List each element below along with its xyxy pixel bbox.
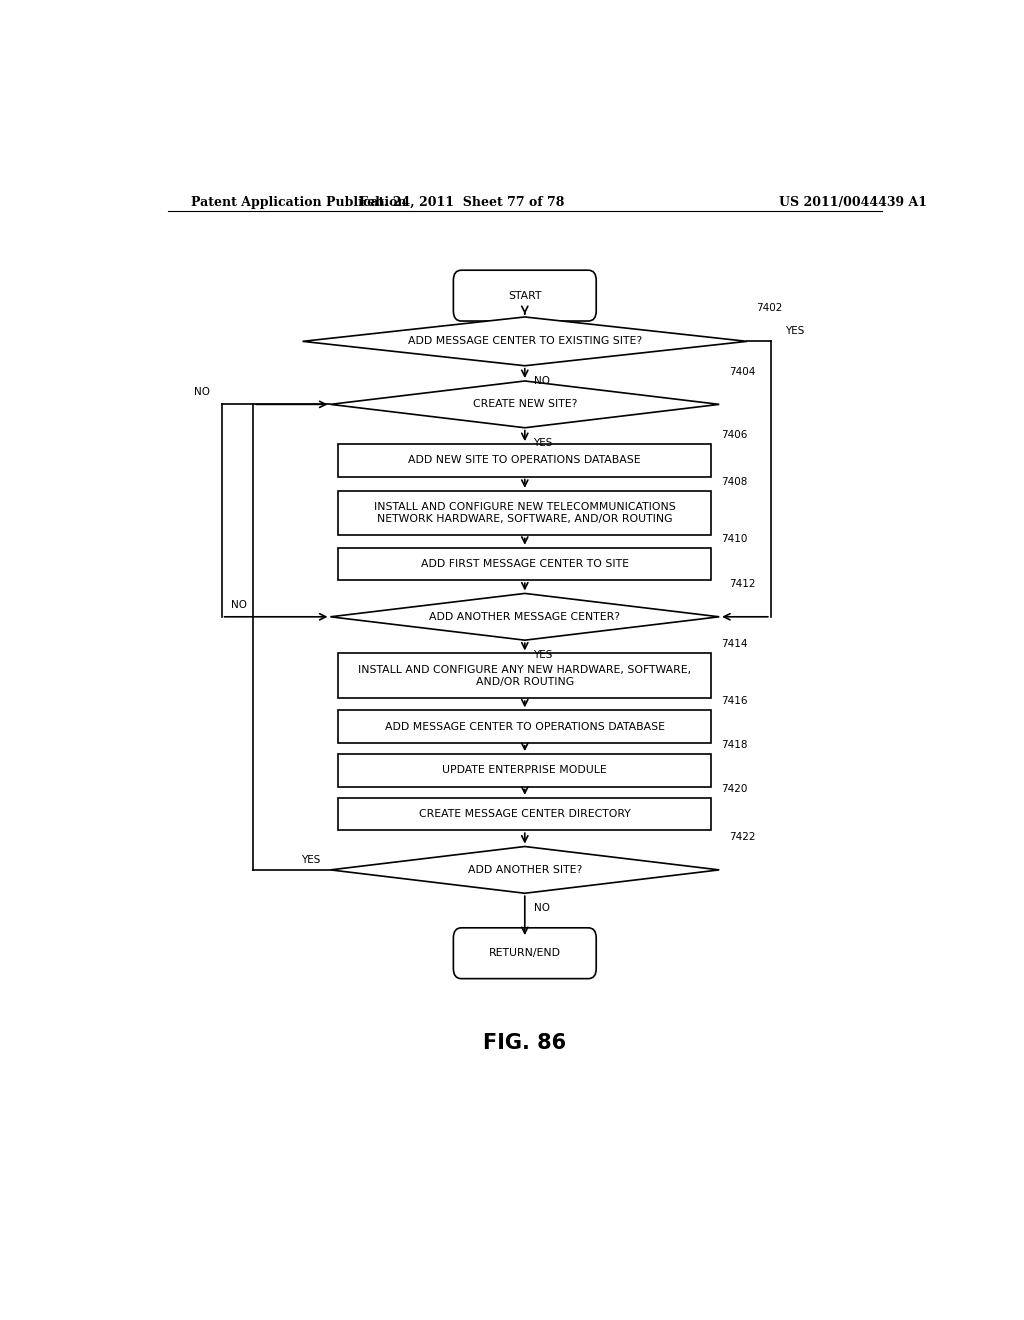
Text: ADD MESSAGE CENTER TO OPERATIONS DATABASE: ADD MESSAGE CENTER TO OPERATIONS DATABAS… bbox=[385, 722, 665, 731]
Text: FIG. 86: FIG. 86 bbox=[483, 1032, 566, 1052]
Text: 7410: 7410 bbox=[721, 533, 748, 544]
Text: 7412: 7412 bbox=[729, 579, 756, 589]
Text: 7414: 7414 bbox=[721, 639, 748, 649]
Text: Feb. 24, 2011  Sheet 77 of 78: Feb. 24, 2011 Sheet 77 of 78 bbox=[358, 195, 564, 209]
Text: CREATE MESSAGE CENTER DIRECTORY: CREATE MESSAGE CENTER DIRECTORY bbox=[419, 809, 631, 818]
Text: US 2011/0044439 A1: US 2011/0044439 A1 bbox=[778, 195, 927, 209]
Text: YES: YES bbox=[532, 438, 552, 447]
Polygon shape bbox=[331, 381, 719, 428]
FancyBboxPatch shape bbox=[338, 548, 712, 581]
Text: 7408: 7408 bbox=[721, 477, 748, 487]
Text: UPDATE ENTERPRISE MODULE: UPDATE ENTERPRISE MODULE bbox=[442, 766, 607, 775]
Text: CREATE NEW SITE?: CREATE NEW SITE? bbox=[473, 400, 577, 409]
Text: 7406: 7406 bbox=[721, 430, 748, 440]
Text: INSTALL AND CONFIGURE ANY NEW HARDWARE, SOFTWARE,
AND/OR ROUTING: INSTALL AND CONFIGURE ANY NEW HARDWARE, … bbox=[358, 665, 691, 686]
Polygon shape bbox=[331, 594, 719, 640]
Polygon shape bbox=[303, 317, 748, 366]
FancyBboxPatch shape bbox=[338, 444, 712, 477]
Text: ADD FIRST MESSAGE CENTER TO SITE: ADD FIRST MESSAGE CENTER TO SITE bbox=[421, 558, 629, 569]
Text: NO: NO bbox=[194, 387, 210, 397]
Text: 7420: 7420 bbox=[721, 784, 748, 793]
Text: NO: NO bbox=[535, 903, 550, 913]
Text: ADD ANOTHER SITE?: ADD ANOTHER SITE? bbox=[468, 865, 582, 875]
Text: ADD MESSAGE CENTER TO EXISTING SITE?: ADD MESSAGE CENTER TO EXISTING SITE? bbox=[408, 337, 642, 346]
Text: RETURN/END: RETURN/END bbox=[488, 948, 561, 958]
FancyBboxPatch shape bbox=[338, 653, 712, 698]
Text: YES: YES bbox=[532, 651, 552, 660]
Polygon shape bbox=[331, 846, 719, 894]
Text: Patent Application Publication: Patent Application Publication bbox=[191, 195, 407, 209]
Text: YES: YES bbox=[301, 855, 321, 865]
Text: 7422: 7422 bbox=[729, 833, 756, 842]
Text: NO: NO bbox=[535, 376, 550, 385]
Text: 7418: 7418 bbox=[721, 741, 748, 750]
FancyBboxPatch shape bbox=[338, 797, 712, 830]
Text: ADD NEW SITE TO OPERATIONS DATABASE: ADD NEW SITE TO OPERATIONS DATABASE bbox=[409, 455, 641, 465]
Text: YES: YES bbox=[785, 326, 805, 337]
FancyBboxPatch shape bbox=[338, 710, 712, 743]
Text: 7404: 7404 bbox=[729, 367, 755, 378]
FancyBboxPatch shape bbox=[454, 271, 596, 321]
Text: START: START bbox=[508, 290, 542, 301]
Text: 7402: 7402 bbox=[757, 302, 783, 313]
FancyBboxPatch shape bbox=[454, 928, 596, 978]
Text: ADD ANOTHER MESSAGE CENTER?: ADD ANOTHER MESSAGE CENTER? bbox=[429, 611, 621, 622]
Text: NO: NO bbox=[231, 599, 247, 610]
FancyBboxPatch shape bbox=[338, 491, 712, 536]
Text: 7416: 7416 bbox=[721, 696, 748, 706]
Text: INSTALL AND CONFIGURE NEW TELECOMMUNICATIONS
NETWORK HARDWARE, SOFTWARE, AND/OR : INSTALL AND CONFIGURE NEW TELECOMMUNICAT… bbox=[374, 503, 676, 524]
FancyBboxPatch shape bbox=[338, 754, 712, 787]
